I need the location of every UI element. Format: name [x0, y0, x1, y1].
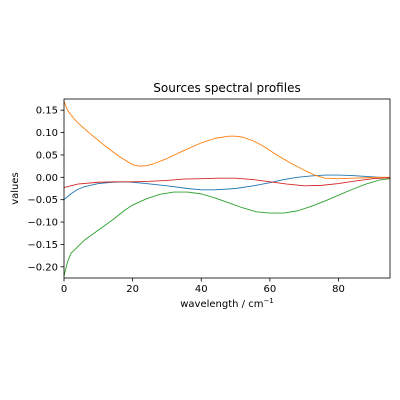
x-tick-label: 0 [61, 284, 67, 295]
plot-area [64, 100, 390, 277]
y-tick-label: 0.15 [36, 106, 58, 117]
y-tick-label: −0.15 [27, 240, 58, 251]
x-tick-label: 60 [264, 284, 277, 295]
series-line-2 [64, 100, 390, 180]
series-group [64, 100, 390, 277]
y-tick-label: −0.20 [27, 262, 58, 273]
x-tick-label: 20 [126, 284, 139, 295]
y-tick-label: 0.05 [36, 150, 58, 161]
axes-frame [63, 98, 391, 279]
x-axis-label-superscript: −1 [263, 297, 273, 305]
series-line-3 [64, 178, 390, 277]
series-line-4 [64, 177, 390, 189]
series-line-1 [64, 174, 390, 201]
x-tick-label: 40 [195, 284, 208, 295]
y-tick-label: 0.00 [36, 173, 58, 184]
axes: 0 20 40 60 80 −0.20 −0.15 −0.10 −0.05 0.00 0.05 0.1… [27, 98, 391, 295]
y-axis-label: values [10, 172, 21, 205]
y-tick-label: −0.05 [27, 195, 58, 206]
x-tick-label: 80 [332, 284, 345, 295]
y-tick-label: −0.10 [27, 218, 58, 229]
x-axis-label: wavelength / cm−1 [180, 297, 274, 310]
chart-title: Sources spectral profiles [153, 81, 300, 95]
y-tick-label: 0.10 [36, 128, 58, 139]
x-axis-label-text: wavelength / cm [180, 299, 263, 310]
